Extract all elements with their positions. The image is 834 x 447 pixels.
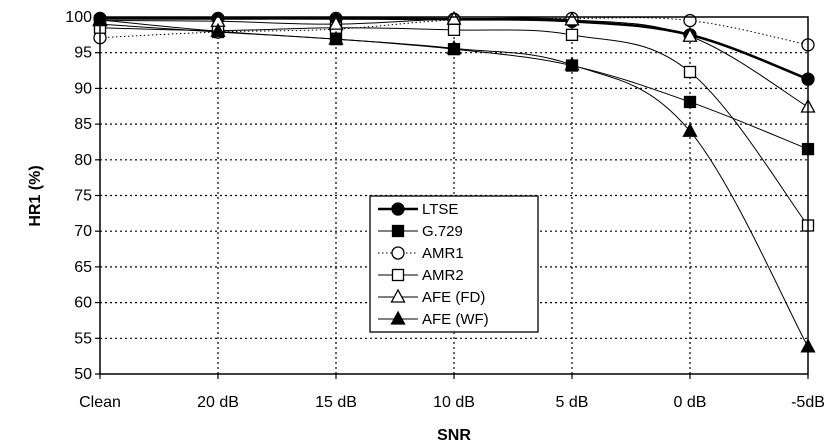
x-tick-label: -5dB (791, 394, 825, 411)
x-tick-label: 0 dB (674, 394, 707, 411)
legend-label: AMR1 (422, 245, 464, 262)
y-tick-label: 65 (74, 259, 92, 276)
y-tick-label: 100 (65, 9, 92, 26)
y-tick-label: 55 (74, 330, 92, 347)
y-tick-label: 85 (74, 116, 92, 133)
data-point-amr2 (447, 23, 461, 37)
y-tick-label: 95 (74, 45, 92, 62)
legend-marker (391, 224, 405, 238)
legend-item-ltse: LTSE (378, 201, 458, 218)
data-point-g-729 (683, 95, 697, 109)
data-point-afe-wf (446, 40, 462, 55)
legend-marker (391, 268, 405, 282)
y-tick-label: 50 (74, 366, 92, 383)
legend-label: AFE (WF) (422, 311, 489, 328)
x-tick-label: 10 dB (433, 394, 475, 411)
x-tick-label: Clean (79, 394, 121, 411)
legend-marker (390, 310, 406, 325)
data-point-afe-wf (682, 122, 698, 137)
legend-label: G.729 (422, 223, 463, 240)
x-tick-label: 5 dB (556, 394, 589, 411)
y-tick-label: 90 (74, 80, 92, 97)
data-point-afe-fd (564, 11, 580, 26)
series-afe-wf (92, 11, 816, 353)
data-point-afe-fd (682, 27, 698, 42)
data-point-afe-wf (564, 56, 580, 71)
legend-marker (391, 246, 405, 260)
data-point-amr2 (683, 65, 697, 79)
legend-item-afe-fd: AFE (FD) (378, 288, 485, 306)
legend-label: AMR2 (422, 267, 464, 284)
y-tick-label: 75 (74, 188, 92, 205)
y-axis-title: HR1 (%) (27, 165, 44, 226)
y-tick-label: 60 (74, 295, 92, 312)
x-axis-ticks: Clean 20 dB 15 dB 10 dB 5 dB 0 dB -5dB (79, 394, 825, 411)
legend-item-g-729: G.729 (378, 223, 463, 240)
legend-label: LTSE (422, 201, 458, 218)
y-tick-label: 70 (74, 223, 92, 240)
x-tick-label: 15 dB (315, 394, 357, 411)
data-point-afe-fd (328, 15, 344, 30)
plot-frame (99, 16, 809, 375)
legend-marker (391, 202, 405, 216)
legend-item-amr2: AMR2 (378, 267, 464, 284)
legend-item-amr1: AMR1 (378, 245, 464, 262)
series-lines (92, 10, 816, 353)
y-axis-ticks: 50 55 60 65 70 75 80 85 90 95 100 (65, 9, 92, 383)
legend-item-afe-wf: AFE (WF) (378, 310, 489, 328)
data-point-afe-fd (446, 10, 462, 25)
y-tick-label: 80 (74, 152, 92, 169)
legend-marker (390, 288, 406, 303)
data-point-afe-wf (328, 30, 344, 45)
legend-box (369, 195, 539, 333)
legend: LTSE G.729 AMR1 AMR2 AFE (FD) AFE (WF) (369, 195, 539, 333)
x-axis-title: SNR (437, 427, 471, 444)
legend-label: AFE (FD) (422, 289, 485, 306)
data-point-afe-wf (210, 22, 226, 37)
data-point-amr2 (565, 28, 579, 42)
x-tick-label: 20 dB (197, 394, 239, 411)
